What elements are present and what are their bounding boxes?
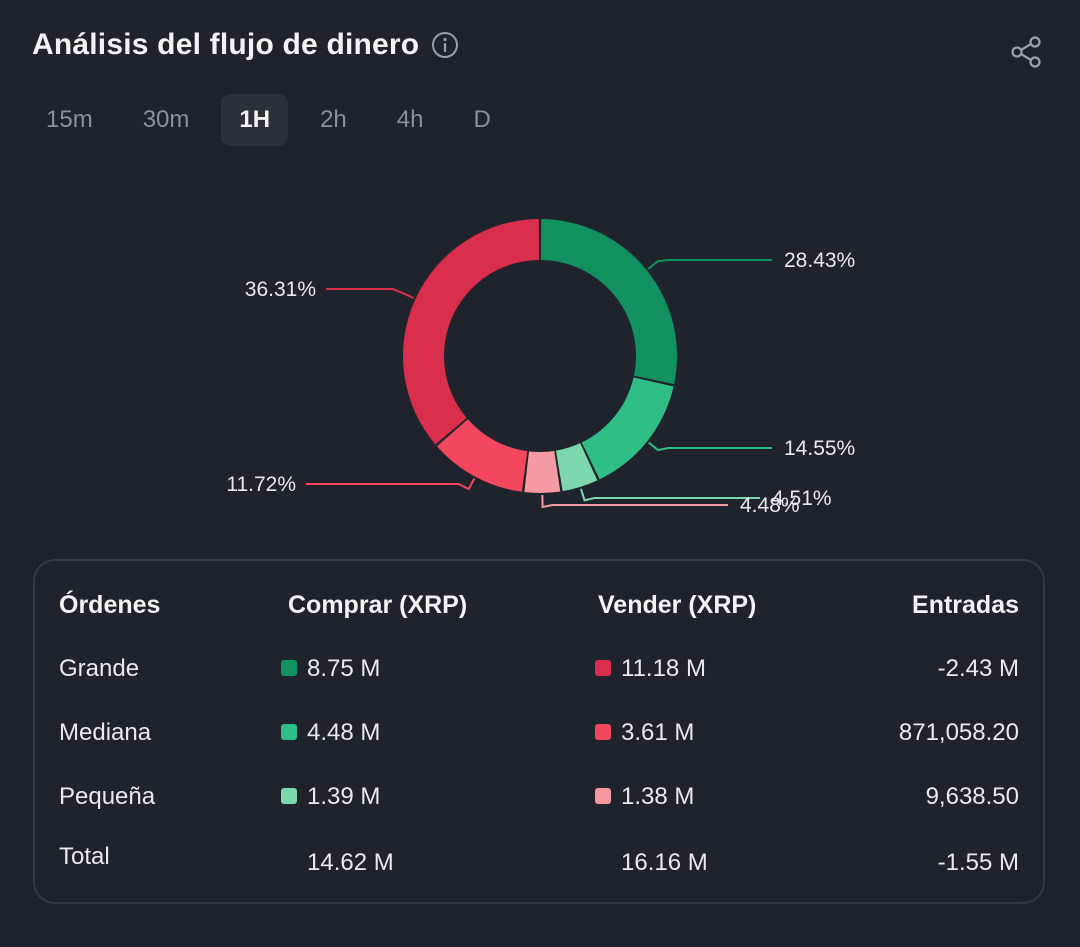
donut-leader-line-3 [541, 494, 728, 509]
tab-4h[interactable]: 4h [396, 106, 424, 133]
table-header-row: Órdenes Comprar (XRP) Vender (XRP) Entra… [35, 591, 1043, 631]
buy-swatch [281, 787, 297, 804]
donut-slice-4[interactable] [436, 419, 528, 492]
share-icon[interactable] [1008, 34, 1044, 70]
inflow-value: -2.43 M [937, 655, 1019, 682]
sell-text: 11.18 M [621, 655, 706, 682]
row-label: Pequeña [59, 783, 156, 810]
donut-label-0: 28.43% [784, 249, 855, 272]
buy-value: 4.48 M [281, 719, 380, 747]
table-row: Mediana 4.48 M 3.61 M 871,058.20 [35, 719, 1043, 759]
donut-leader-line-5 [326, 288, 415, 299]
inflow-value: 9,638.50 [925, 783, 1019, 810]
donut-label-2: 4.51% [772, 487, 832, 510]
sell-value: 1.38 M [595, 783, 694, 811]
donut-slice-5[interactable] [403, 219, 540, 445]
orders-table: Órdenes Comprar (XRP) Vender (XRP) Entra… [33, 559, 1045, 904]
page-title: Análisis del flujo de dinero [32, 28, 420, 61]
header-buy: Comprar (XRP) [288, 591, 468, 619]
total-inflow: -1.55 M [937, 849, 1019, 876]
sell-value: 3.61 M [595, 719, 694, 747]
donut-leader-line-4 [306, 478, 476, 491]
row-label: Grande [59, 655, 140, 682]
sell-text: 3.61 M [621, 719, 695, 746]
donut-slice-1[interactable] [581, 377, 674, 480]
donut-label-4: 11.72% [226, 473, 296, 496]
sell-swatch [595, 787, 611, 804]
buy-text: 8.75 M [307, 655, 381, 682]
buy-text: 1.39 M [307, 783, 381, 810]
sell-swatch [595, 659, 611, 676]
donut-slice-0[interactable] [540, 219, 677, 385]
header-sell: Vender (XRP) [598, 591, 757, 619]
inflow-value: 871,058.20 [898, 719, 1019, 746]
table-row: Pequeña 1.39 M 1.38 M 9,638.50 [35, 783, 1043, 823]
table-row: Grande 8.75 M 11.18 M -2.43 M [35, 655, 1043, 695]
tab-1h[interactable]: 1H [221, 94, 289, 146]
tab-2h[interactable]: 2h [320, 106, 347, 133]
info-icon[interactable] [431, 31, 459, 59]
panel-header: Análisis del flujo de dinero [32, 28, 459, 62]
total-sell: 16.16 M [621, 849, 708, 876]
buy-text: 4.48 M [307, 719, 381, 746]
table-total-row: Total 14.62 M 16.16 M -1.55 M [35, 843, 1043, 883]
tab-d[interactable]: D [473, 106, 491, 133]
donut-label-1: 14.55% [784, 437, 855, 460]
buy-swatch [281, 659, 297, 676]
donut-label-3: 4.48% [740, 494, 800, 517]
total-label: Total [59, 843, 110, 870]
buy-value: 8.75 M [281, 655, 380, 683]
donut-slice-3[interactable] [524, 450, 561, 493]
total-buy: 14.62 M [307, 849, 394, 876]
row-label: Mediana [59, 719, 152, 746]
buy-swatch [281, 723, 297, 740]
timeframe-tabs: 15m 30m 1H 2h 4h D [28, 94, 523, 146]
sell-value: 11.18 M [595, 655, 706, 683]
donut-slice-2[interactable] [555, 443, 598, 492]
sell-swatch [595, 723, 611, 740]
header-inflow: Entradas [912, 591, 1019, 619]
tab-30m[interactable]: 30m [142, 106, 190, 133]
tab-15m[interactable]: 15m [46, 106, 93, 133]
donut-leader-line-1 [648, 441, 772, 452]
donut-label-5: 36.31% [245, 278, 316, 301]
sell-text: 1.38 M [621, 783, 695, 810]
header-orders: Órdenes [59, 591, 161, 619]
money-flow-donut-chart: 28.43% 14.55% 4.51%4.48% 11.72% 36.31% [226, 219, 855, 517]
buy-value: 1.39 M [281, 783, 380, 811]
donut-leader-line-0 [647, 259, 772, 270]
donut-leader-line-2 [580, 488, 760, 502]
